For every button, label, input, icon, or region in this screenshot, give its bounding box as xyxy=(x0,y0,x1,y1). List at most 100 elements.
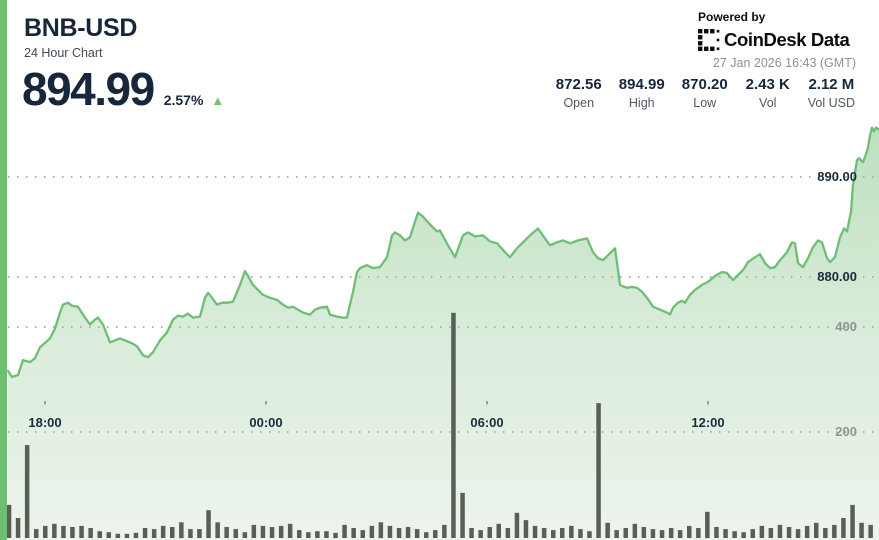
volume-bar xyxy=(115,533,121,538)
volume-bar xyxy=(233,529,238,538)
volume-bar xyxy=(215,522,220,539)
volume-bar xyxy=(360,530,365,538)
volume-bar xyxy=(696,528,701,538)
volume-bar xyxy=(677,530,683,538)
volume-bar xyxy=(460,492,465,538)
price-area-fill xyxy=(8,127,879,540)
volume-bar xyxy=(777,524,783,538)
volume-bar xyxy=(714,527,719,538)
volume-bar xyxy=(687,525,692,538)
volume-bar xyxy=(487,527,492,538)
volume-bar xyxy=(750,529,755,538)
volume-bar xyxy=(387,525,393,538)
volume-bar xyxy=(469,528,474,538)
volume-bar xyxy=(369,525,375,538)
volume-bar xyxy=(242,532,248,538)
volume-bar xyxy=(142,528,148,538)
volume-bar xyxy=(15,518,21,538)
volume-bar xyxy=(650,529,656,538)
volume-bar xyxy=(496,523,501,538)
volume-bar xyxy=(269,527,275,538)
volume-bar xyxy=(306,532,311,538)
volume-bar xyxy=(260,525,266,538)
x-axis-tick xyxy=(265,401,267,405)
x-axis-tick xyxy=(44,401,46,405)
volume-bar xyxy=(814,522,819,538)
volume-bar xyxy=(823,528,828,538)
volume-bar xyxy=(34,529,39,538)
stat-low: 870.20 Low xyxy=(682,76,728,110)
volume-bar xyxy=(532,525,538,538)
volume-bar xyxy=(859,522,864,538)
low-label: Low xyxy=(693,96,717,110)
low-value: 870.20 xyxy=(681,76,728,93)
volume-bar xyxy=(668,528,674,538)
volume-bar xyxy=(732,531,737,538)
volume-bar xyxy=(342,524,347,538)
price-change-percent: 2.57% xyxy=(163,92,204,108)
volume-bar xyxy=(723,529,728,538)
high-value: 894.99 xyxy=(618,76,665,93)
last-updated-timestamp: 27 Jan 2026 16:43 (GMT) xyxy=(712,56,856,70)
volume-bar xyxy=(197,529,202,538)
volume-bar xyxy=(578,529,583,538)
volume-bar xyxy=(505,528,511,538)
volume-bar xyxy=(24,445,30,538)
volume-bar xyxy=(70,527,75,538)
volume-bar xyxy=(251,524,257,538)
volume-bar xyxy=(61,525,66,538)
x-axis-label-0600: 06:00 xyxy=(470,415,504,430)
volume-bar xyxy=(705,511,710,539)
coindesk-data-wordmark: CoinDesk Data xyxy=(724,29,850,50)
stat-open: 872.56 Open xyxy=(556,76,602,110)
volume-bar xyxy=(541,528,547,538)
volume-bar xyxy=(587,531,592,538)
volume-bar xyxy=(378,522,384,539)
stat-vol: 2.43 K Vol xyxy=(745,76,791,110)
volume-bar xyxy=(6,504,12,538)
chart-subtitle: 24 Hour Chart xyxy=(24,46,103,60)
volume-bar xyxy=(324,531,329,538)
volume-bar xyxy=(868,524,873,538)
x-axis-label-0000: 00:00 xyxy=(249,415,283,430)
volume-bar xyxy=(632,523,638,538)
vol-usd-value: 2.12 M xyxy=(808,76,855,93)
price-line xyxy=(6,126,879,379)
volume-bar xyxy=(151,529,157,538)
page-title: BNB-USD xyxy=(24,14,138,42)
volume-bar xyxy=(596,403,601,538)
volume-bar xyxy=(804,525,810,538)
volume-bar xyxy=(297,530,302,538)
volume-bar xyxy=(523,520,529,538)
volume-bar xyxy=(351,528,356,538)
volume-bar xyxy=(451,312,456,538)
high-label: High xyxy=(628,96,655,110)
volume-bar xyxy=(224,527,229,538)
volume-bar xyxy=(124,533,130,538)
y-axis-price-880: 880.00 xyxy=(817,269,857,284)
volume-bar xyxy=(424,532,429,538)
x-axis-tick xyxy=(486,401,488,405)
volume-bar xyxy=(478,530,483,538)
volume-bar xyxy=(605,522,610,538)
coindesk-data-link[interactable]: CoinDesk Data xyxy=(698,29,856,51)
volume-bar xyxy=(88,528,93,538)
volume-bar xyxy=(405,527,411,538)
volume-bar xyxy=(414,529,420,538)
powered-by-label: Powered by xyxy=(698,10,766,24)
volume-bar xyxy=(741,532,746,538)
volume-bar xyxy=(768,528,774,538)
accent-bar xyxy=(0,0,7,540)
volume-bar xyxy=(514,512,520,538)
volume-bar xyxy=(442,524,447,538)
vol-usd-label: Vol USD xyxy=(807,96,855,110)
x-axis-label-1800: 18:00 xyxy=(28,415,62,430)
volume-bar xyxy=(832,524,837,538)
current-price: 894.99 xyxy=(22,63,155,115)
volume-bar xyxy=(52,523,57,538)
y-axis-price-890: 890.00 xyxy=(817,169,857,184)
volume-bar xyxy=(759,525,765,538)
volume-bar xyxy=(278,525,284,538)
